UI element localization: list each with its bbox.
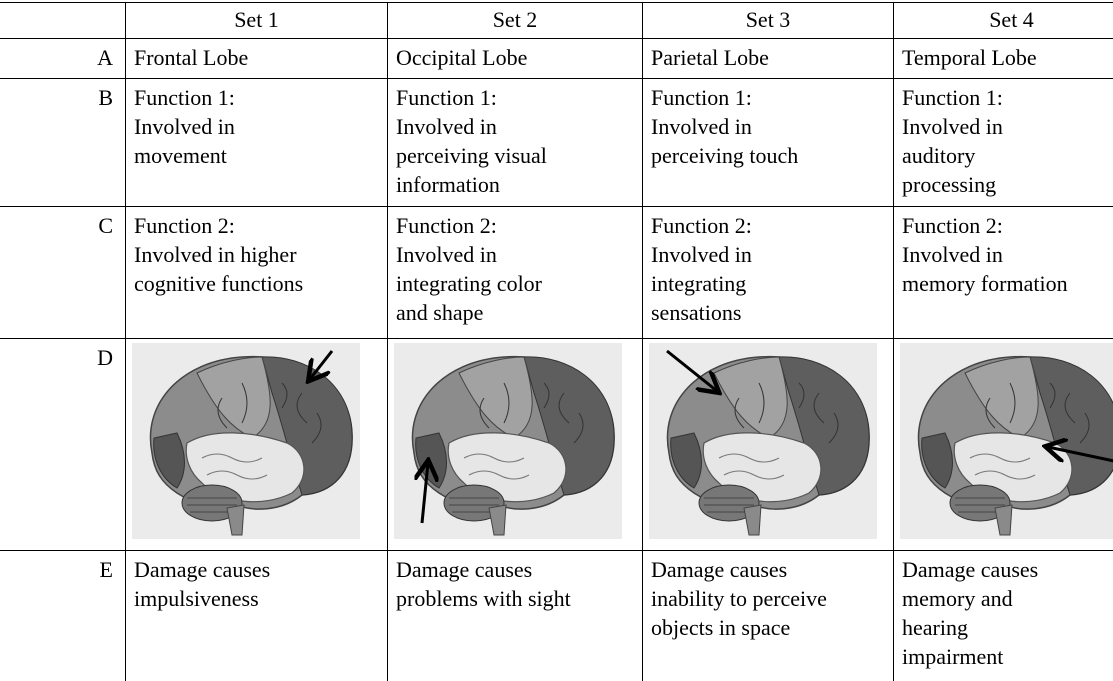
cell-line: Involved in: [902, 240, 1113, 269]
cell-line: memory formation: [902, 269, 1113, 298]
cell-line: and shape: [396, 298, 642, 327]
row-label: A: [0, 39, 126, 79]
cell-line: Involved in: [396, 112, 642, 141]
table-row: A Frontal Lobe Occipital Lobe Parietal Lobe…: [0, 39, 1113, 79]
brain-drawing: [649, 343, 877, 539]
image-cell: [388, 339, 643, 551]
table-cell: Temporal Lobe: [894, 39, 1113, 79]
cell-line: movement: [134, 141, 387, 170]
brain-drawing: [900, 343, 1113, 539]
brain-image: [649, 343, 877, 539]
cell-line: hearing: [902, 613, 1113, 642]
cell-line: impulsiveness: [134, 584, 387, 613]
cell-line: Parietal Lobe: [651, 43, 893, 72]
column-header: Set 3: [643, 3, 894, 39]
cell-line: Damage causes: [396, 555, 642, 584]
cell-line: Involved in: [651, 240, 893, 269]
cell-line: Frontal Lobe: [134, 43, 387, 72]
brain-drawing: [394, 343, 622, 539]
image-cell: [126, 339, 388, 551]
cell-line: Damage causes: [134, 555, 387, 584]
column-header: Set 1: [126, 3, 388, 39]
cell-line: Involved in: [902, 112, 1113, 141]
brain-image: [394, 343, 622, 539]
cell-line: Function 2:: [902, 211, 1113, 240]
column-header: Set 2: [388, 3, 643, 39]
image-cell: [894, 339, 1113, 551]
column-header: Set 4: [894, 3, 1113, 39]
cell-line: memory and: [902, 584, 1113, 613]
cell-line: Function 1:: [134, 83, 387, 112]
cell-line: Involved in higher: [134, 240, 387, 269]
cell-line: sensations: [651, 298, 893, 327]
cell-line: Function 2:: [651, 211, 893, 240]
cell-line: Temporal Lobe: [902, 43, 1113, 72]
corner-cell: [0, 3, 126, 39]
row-label: C: [0, 207, 126, 339]
table-cell: Occipital Lobe: [388, 39, 643, 79]
image-cell: [643, 339, 894, 551]
row-label: D: [0, 339, 126, 551]
table-row: D: [0, 339, 1113, 551]
cell-line: auditory: [902, 141, 1113, 170]
cell-line: Occipital Lobe: [396, 43, 642, 72]
row-label: B: [0, 79, 126, 207]
cell-line: Function 1:: [902, 83, 1113, 112]
brain-drawing: [132, 343, 360, 539]
cell-line: Involved in: [396, 240, 642, 269]
cell-line: information: [396, 170, 642, 199]
cell-line: inability to perceive: [651, 584, 893, 613]
row-label: E: [0, 551, 126, 681]
brain-image: [900, 343, 1113, 539]
cell-line: Involved in: [134, 112, 387, 141]
cell-line: perceiving touch: [651, 141, 893, 170]
cell-line: impairment: [902, 642, 1113, 671]
cell-line: integrating color: [396, 269, 642, 298]
table-cell: Parietal Lobe: [643, 39, 894, 79]
cell-line: Function 1:: [396, 83, 642, 112]
cell-line: problems with sight: [396, 584, 642, 613]
table-cell: Frontal Lobe: [126, 39, 388, 79]
cell-line: Involved in: [651, 112, 893, 141]
cell-line: Function 1:: [651, 83, 893, 112]
cell-line: Damage causes: [902, 555, 1113, 584]
cell-line: processing: [902, 170, 1113, 199]
cell-line: cognitive functions: [134, 269, 387, 298]
brain-image: [132, 343, 360, 539]
cell-line: perceiving visual: [396, 141, 642, 170]
cell-line: objects in space: [651, 613, 893, 642]
cell-line: Function 2:: [396, 211, 642, 240]
cell-line: Damage causes: [651, 555, 893, 584]
cell-line: integrating: [651, 269, 893, 298]
cell-line: Function 2:: [134, 211, 387, 240]
